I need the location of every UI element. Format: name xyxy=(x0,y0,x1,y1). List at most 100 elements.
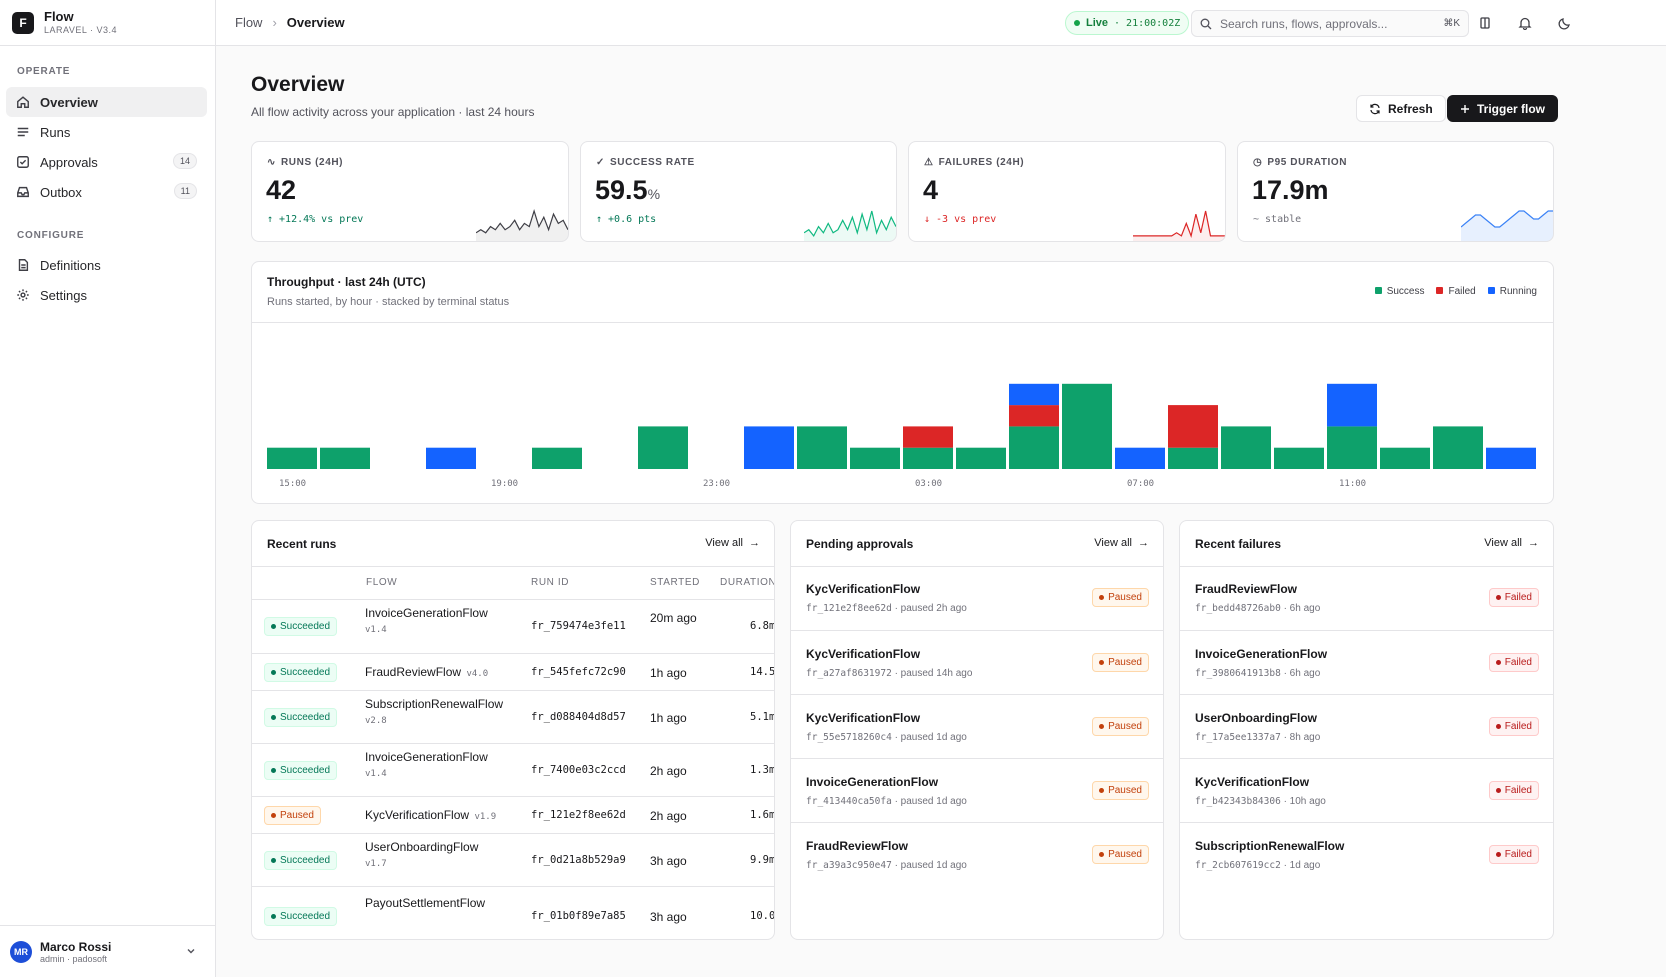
list-item[interactable]: FraudReviewFlow fr_a39a3c950e47 · paused … xyxy=(791,822,1163,886)
flow-version: v2.8 xyxy=(365,715,387,726)
view-all-failures-link[interactable]: View all → xyxy=(1484,537,1539,549)
chart-bar-running[interactable] xyxy=(744,426,794,469)
status-badge: Paused xyxy=(264,805,321,825)
run-id: fr_121e2f8ee62d xyxy=(806,603,892,614)
list-item[interactable]: FraudReviewFlow fr_bedd48726ab0 · 6h ago F… xyxy=(1180,566,1553,630)
chart-bar-success[interactable] xyxy=(638,426,688,469)
duration: 6.8m xyxy=(750,620,775,632)
list-item-title: InvoiceGenerationFlow xyxy=(1195,647,1328,661)
chart-bar-success[interactable] xyxy=(1009,426,1059,469)
x-tick-label: 15:00 xyxy=(279,479,306,489)
duration: 1.3m xyxy=(750,763,775,776)
sidebar-item-settings[interactable]: Settings xyxy=(6,280,207,310)
sidebar-item-definitions[interactable]: Definitions xyxy=(6,250,207,280)
chart-bar-success[interactable] xyxy=(267,447,317,469)
table-row[interactable]: Succeeded FraudReviewFlow v4.0 fr_545fefc7… xyxy=(252,653,774,690)
kpi-value-number: 4 xyxy=(923,175,939,205)
chart-bar-success[interactable] xyxy=(1168,447,1218,469)
legend-item-running: Running xyxy=(1487,286,1537,297)
breadcrumb-root[interactable]: Flow xyxy=(235,15,263,30)
chart-bar-failed[interactable] xyxy=(903,426,953,448)
chart-bar-success[interactable] xyxy=(850,447,900,469)
chart-bar-success[interactable] xyxy=(797,426,847,469)
flow-version: v1.4 xyxy=(365,625,387,635)
kpi-value: 42 xyxy=(266,175,296,206)
view-all-approvals-link[interactable]: View all → xyxy=(1094,537,1149,549)
run-id: fr_545fefc72c90 xyxy=(531,665,626,678)
chart-bar-running[interactable] xyxy=(1327,383,1377,427)
chart-bar-success[interactable] xyxy=(1221,426,1271,469)
chart-bar-running[interactable] xyxy=(1115,447,1165,469)
list-item[interactable]: KycVerificationFlow fr_a27af8631972 · pau… xyxy=(791,630,1163,694)
x-tick-label: 07:00 xyxy=(1127,479,1154,489)
trigger-flow-button[interactable]: Trigger flow xyxy=(1447,95,1559,122)
status-dot-icon xyxy=(1099,595,1105,600)
kpi-sparkline xyxy=(476,208,568,241)
list-item[interactable]: KycVerificationFlow fr_55e5718260c4 · pau… xyxy=(791,694,1163,758)
sidebar-item-outbox[interactable]: Outbox 11 xyxy=(6,177,207,207)
sidebar-item-approvals[interactable]: Approvals 14 xyxy=(6,147,207,177)
moon-icon[interactable] xyxy=(1558,16,1572,30)
chart-legend: Success Failed Running xyxy=(1374,286,1537,297)
legend-swatch xyxy=(1374,287,1382,294)
chart-bar-running[interactable] xyxy=(1009,383,1059,406)
chart-bar-success[interactable] xyxy=(1380,447,1430,469)
kpi-value: 4 xyxy=(923,175,938,206)
relative-time: · paused 1d ago xyxy=(891,860,967,871)
chart-bar-failed[interactable] xyxy=(1168,405,1218,448)
refresh-button[interactable]: Refresh xyxy=(1356,95,1446,122)
chart-bar-success[interactable] xyxy=(903,447,953,469)
chart-bar-success[interactable] xyxy=(956,447,1006,469)
list-item-title: UserOnboardingFlow xyxy=(1195,711,1318,725)
status-badge: Paused xyxy=(1092,588,1149,607)
trigger-label: Trigger flow xyxy=(1477,101,1546,116)
status-badge: Paused xyxy=(1092,717,1149,736)
table-row[interactable]: Succeeded PayoutSettlementFlow fr_01b0f89e… xyxy=(252,886,774,939)
search-input[interactable]: Search runs, flows, approvals... ⌘K xyxy=(1191,10,1469,37)
sidebar-item-overview[interactable]: Overview xyxy=(6,87,207,117)
bell-icon[interactable] xyxy=(1518,16,1532,30)
list-item[interactable]: KycVerificationFlow fr_b42343b84306 · 10h… xyxy=(1180,758,1553,822)
chart-bar-success[interactable] xyxy=(1062,383,1112,469)
user-menu[interactable]: MR Marco Rossi admin · padosoft xyxy=(0,925,216,977)
column-header-duration: DURATION xyxy=(720,577,775,588)
table-row[interactable]: Succeeded SubscriptionRenewalFlow v2.8 fr_d… xyxy=(252,690,774,743)
list-item-meta: fr_55e5718260c4 · paused 1d ago xyxy=(806,732,967,743)
chart-bar-running[interactable] xyxy=(1486,447,1536,469)
chevron-down-icon[interactable] xyxy=(186,946,196,956)
table-row[interactable]: Succeeded UserOnboardingFlow v1.7 fr_0d21a8… xyxy=(252,833,774,886)
chart-bar-failed[interactable] xyxy=(1009,405,1059,427)
table-row[interactable]: Succeeded InvoiceGenerationFlow v1.4 fr_759… xyxy=(252,599,774,653)
duration: 9.9m xyxy=(750,853,775,866)
status-dot-icon xyxy=(1495,660,1501,665)
chart-bar-success[interactable] xyxy=(320,447,370,469)
flow-name: KycVerificationFlow xyxy=(365,807,470,822)
status-label: Failed xyxy=(1504,849,1532,860)
live-label: Live xyxy=(1086,17,1109,29)
chart-bar-success[interactable] xyxy=(1274,447,1324,469)
view-all-label: View all xyxy=(705,537,743,549)
chart-bar-success[interactable] xyxy=(532,447,582,469)
chart-bar-running[interactable] xyxy=(426,447,476,469)
list-item[interactable]: InvoiceGenerationFlow fr_413440ca50fa · p… xyxy=(791,758,1163,822)
brand[interactable]: F Flow LARAVEL · V3.4 xyxy=(0,0,215,46)
list-item[interactable]: InvoiceGenerationFlow fr_3980641913b8 · 6… xyxy=(1180,630,1553,694)
panel-divider xyxy=(1180,566,1553,567)
chart-bar-success[interactable] xyxy=(1327,426,1377,469)
kpi-label: ✓ SUCCESS RATE xyxy=(596,157,695,168)
x-tick-label: 23:00 xyxy=(703,479,730,489)
table-row[interactable]: Paused KycVerificationFlow v1.9 fr_121e2f8… xyxy=(252,796,774,833)
chart-bar-success[interactable] xyxy=(1433,426,1483,469)
list-item[interactable]: UserOnboardingFlow fr_17a5ee1337a7 · 8h a… xyxy=(1180,694,1553,758)
sidebar-item-runs[interactable]: Runs xyxy=(6,117,207,147)
status-badge: Succeeded xyxy=(264,850,338,870)
list-item[interactable]: KycVerificationFlow fr_121e2f8ee62d · pau… xyxy=(791,566,1163,630)
list-item[interactable]: SubscriptionRenewalFlow fr_2cb607619cc2 ·… xyxy=(1180,822,1553,886)
view-all-runs-link[interactable]: View all → xyxy=(705,537,760,549)
user-name: Marco Rossi xyxy=(40,939,112,954)
status-dot-icon xyxy=(1099,852,1105,857)
relative-time: · paused 1d ago xyxy=(891,732,967,743)
throughput-chart-card: Throughput · last 24h (UTC) Runs started… xyxy=(251,261,1554,504)
columns-icon[interactable] xyxy=(1478,16,1492,30)
table-row[interactable]: Succeeded InvoiceGenerationFlow v1.4 fr_740… xyxy=(252,743,774,796)
